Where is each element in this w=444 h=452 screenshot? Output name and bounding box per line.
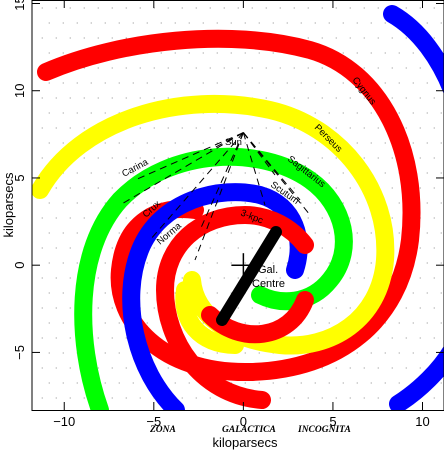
x-axis-label: kiloparsecs <box>212 435 278 450</box>
tick-labels: −10 −5 0 5 10 −5 0 5 10 15 <box>12 0 430 429</box>
y-tick-label: 10 <box>12 83 27 97</box>
sightline <box>242 132 311 216</box>
zone-label-incognita: INCOGNITA <box>297 425 351 435</box>
spiral-arms <box>32 5 444 410</box>
arm-blue-outer-right <box>383 5 444 95</box>
x-tick-label: 0 <box>240 414 247 429</box>
sightline <box>194 132 244 261</box>
sightline <box>199 132 244 231</box>
sightline <box>242 132 266 206</box>
arm-blue-outer-bottom <box>389 345 444 410</box>
arm-3kpc-inner <box>175 281 244 354</box>
gal-centre-label-line1: Gal. <box>258 264 278 276</box>
zone-label-zona: ZONA <box>149 425 176 435</box>
y-tick-label: −5 <box>12 345 27 360</box>
arm-crux-scutum <box>122 183 308 410</box>
arm-norma-3kpc <box>155 205 314 409</box>
sightline <box>242 132 276 176</box>
y-axis-label: kiloparsecs <box>1 172 16 238</box>
x-tick-label: 10 <box>415 414 429 429</box>
sun-label: Sun <box>225 137 242 148</box>
x-tick-label: 5 <box>329 414 336 429</box>
x-tick-label: −10 <box>53 414 75 429</box>
arm-cygnus <box>37 29 421 382</box>
zone-label-galactica: GALACTICA <box>222 425 276 435</box>
sun-sightlines <box>119 132 311 261</box>
sightline <box>134 132 244 181</box>
arm-carina-sagittarius <box>74 147 353 410</box>
gal-centre-label-line2: Centre <box>252 278 285 290</box>
plot-frame <box>31 0 444 411</box>
galactic-bar <box>216 226 282 326</box>
y-tick-label: 5 <box>12 174 27 181</box>
sightline <box>209 132 244 151</box>
y-tick-label: 15 <box>12 0 27 11</box>
centre-marker <box>231 253 256 278</box>
x-tick-label: −5 <box>146 414 161 429</box>
y-tick-label: 0 <box>12 262 27 269</box>
